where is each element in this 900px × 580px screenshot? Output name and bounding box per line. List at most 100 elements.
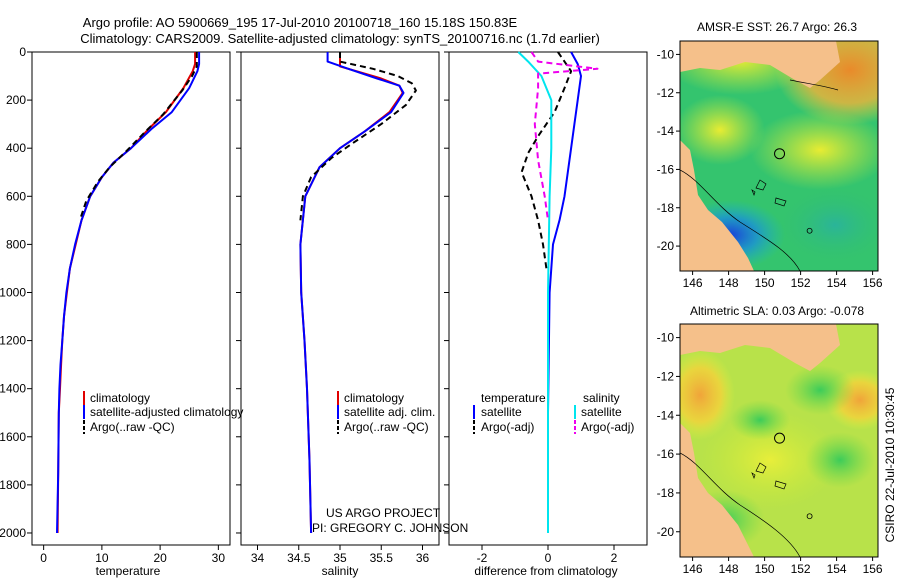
map-lat-tick-label: -18	[657, 486, 675, 500]
temperature-axis-label: temperature	[96, 564, 161, 578]
salinity-x-tick-label: 35	[333, 551, 347, 565]
salinity-x-tick-label: 34.5	[287, 551, 311, 565]
difference-x-tick-label: -2	[477, 551, 488, 565]
depth-tick-label: 1600	[0, 430, 26, 444]
sla-reef-contour	[751, 462, 787, 490]
legend-climatology-label: climatology	[344, 391, 404, 405]
map-lon-tick-label: 156	[863, 562, 883, 576]
depth-tick-label: 1200	[0, 334, 26, 348]
legend-temp-satellite-label: satellite	[481, 405, 522, 419]
sla-low-patch	[785, 365, 855, 415]
legend-satellite-label: satellite adj. clim.	[344, 405, 435, 419]
map-lon-tick-label: 156	[863, 276, 883, 290]
difference-x-tick-label: 0	[545, 551, 552, 565]
legend-satellite-label: satellite-adjusted climatology	[90, 405, 243, 419]
salinity-panel: 34 34.5 35 35.5 36 climatology satellite adj…	[236, 51, 468, 578]
sla-map: Altimetric SLA: 0.03 Argo: -0.078 146 148…	[657, 304, 883, 576]
csiro-timestamp: CSIRO 22-Jul-2010 10:30:45	[883, 387, 897, 542]
depth-tick-label: 1800	[0, 478, 26, 492]
sst-reef-contour	[751, 179, 787, 207]
map-lon-tick-label: 154	[827, 276, 847, 290]
sla-high-patch	[680, 350, 735, 440]
salinity-axis-label: salinity	[322, 564, 359, 578]
sla-map-frame	[679, 323, 879, 558]
depth-tick-label: 800	[6, 237, 26, 251]
map-lat-tick-label: -16	[657, 447, 675, 461]
depth-tick-label: 0	[19, 45, 26, 59]
difference-x-tick-label: 2	[611, 551, 618, 565]
map-lon-tick-label: 154	[827, 562, 847, 576]
pi-annotation: PI: GREGORY C. JOHNSON	[312, 521, 468, 535]
difference-panel: -2 0 2 temperature salinity satellite Argo…	[444, 51, 648, 578]
depth-tick-label: 2000	[0, 526, 26, 540]
temperature-climatology-line	[56, 52, 197, 534]
difference-salinity-satellite-line	[517, 51, 553, 533]
map-lat-tick-label: -10	[657, 47, 675, 61]
temperature-x-tick-label: 20	[153, 551, 167, 565]
figure-title-line1: Argo profile: AO 5900669_195 17-Jul-2010…	[83, 15, 518, 30]
sst-map-frame	[679, 40, 879, 272]
temperature-x-tick-label: 30	[212, 551, 226, 565]
temperature-x-tick-label: 0	[40, 551, 47, 565]
temperature-x-tick-label: 10	[95, 551, 109, 565]
sst-contour	[789, 79, 839, 91]
sst-map: AMSR-E SST: 26.7 Argo: 26.3 146 148 150 152…	[657, 20, 883, 290]
map-lat-tick-label: -18	[657, 201, 675, 215]
legend-argo-label: Argo(..raw -QC)	[90, 420, 175, 434]
sla-low-patch	[730, 400, 790, 440]
difference-temperature-argo-adj-line	[520, 51, 573, 269]
figure-title-line2: Climatology: CARS2009. Satellite-adjuste…	[80, 31, 600, 46]
map-lon-tick-label: 148	[719, 562, 739, 576]
map-lat-tick-label: -16	[657, 162, 675, 176]
map-lon-tick-label: 146	[683, 276, 703, 290]
sst-reef-contour	[680, 169, 801, 271]
sst-map-title: AMSR-E SST: 26.7 Argo: 26.3	[697, 20, 857, 34]
legend-temp-argo-label: Argo(-adj)	[481, 420, 534, 434]
salinity-argo-raw-qc-line	[299, 52, 417, 221]
argo-location-marker	[774, 148, 786, 160]
temperature-plot-frame	[31, 51, 231, 546]
sst-cool-patch	[775, 185, 878, 265]
sst-warm-patch	[680, 95, 765, 165]
temperature-argo-raw-qc-line	[78, 52, 198, 221]
depth-tick-label: 600	[6, 189, 26, 203]
sst-land-new-guinea	[680, 41, 840, 88]
salinity-x-tick-label: 35.5	[370, 551, 394, 565]
map-lon-tick-label: 150	[755, 562, 775, 576]
depth-tick-label: 200	[6, 93, 26, 107]
sla-low-patch	[805, 432, 875, 488]
depth-tick-label: 1000	[0, 285, 26, 299]
sla-land-australia	[680, 423, 754, 557]
reef-marker	[806, 227, 813, 234]
reef-marker	[806, 513, 813, 520]
difference-salinity-argo-adj-line	[530, 51, 599, 221]
sla-reef-contour	[680, 452, 801, 557]
sst-land-australia	[680, 140, 754, 271]
map-lon-tick-label: 150	[755, 276, 775, 290]
sla-map-title: Altimetric SLA: 0.03 Argo: -0.078	[690, 304, 864, 318]
sst-warm-patch	[750, 110, 878, 190]
legend-climatology-label: climatology	[90, 391, 150, 405]
map-lon-tick-label: 148	[719, 276, 739, 290]
argo-location-marker	[774, 432, 786, 444]
salinity-climatology-line	[299, 52, 404, 534]
difference-temperature-satellite-line	[547, 51, 582, 533]
legend-temperature-header: temperature	[481, 391, 546, 405]
salinity-plot-frame	[240, 51, 440, 546]
map-lat-tick-label: -12	[657, 369, 675, 383]
legend-sal-satellite-label: satellite	[581, 405, 622, 419]
map-lon-tick-label: 152	[791, 276, 811, 290]
map-lat-tick-label: -12	[657, 86, 675, 100]
project-annotation: US ARGO PROJECT	[326, 506, 441, 520]
legend-argo-label: Argo(..raw -QC)	[344, 420, 429, 434]
difference-axis-label: difference from climatology	[474, 564, 617, 578]
temperature-panel: 0 10 20 30 0 200 400 600 800 1000 1200 1400 1600 1800…	[0, 45, 243, 578]
map-lat-tick-label: -10	[657, 331, 675, 345]
map-lat-tick-label: -20	[657, 239, 675, 253]
salinity-x-tick-label: 36	[416, 551, 430, 565]
sla-land-new-guinea	[680, 324, 840, 371]
sla-high-patch	[700, 410, 840, 510]
map-lon-tick-label: 146	[683, 562, 703, 576]
temperature-satellite-adjusted-climatology-line	[56, 52, 201, 534]
